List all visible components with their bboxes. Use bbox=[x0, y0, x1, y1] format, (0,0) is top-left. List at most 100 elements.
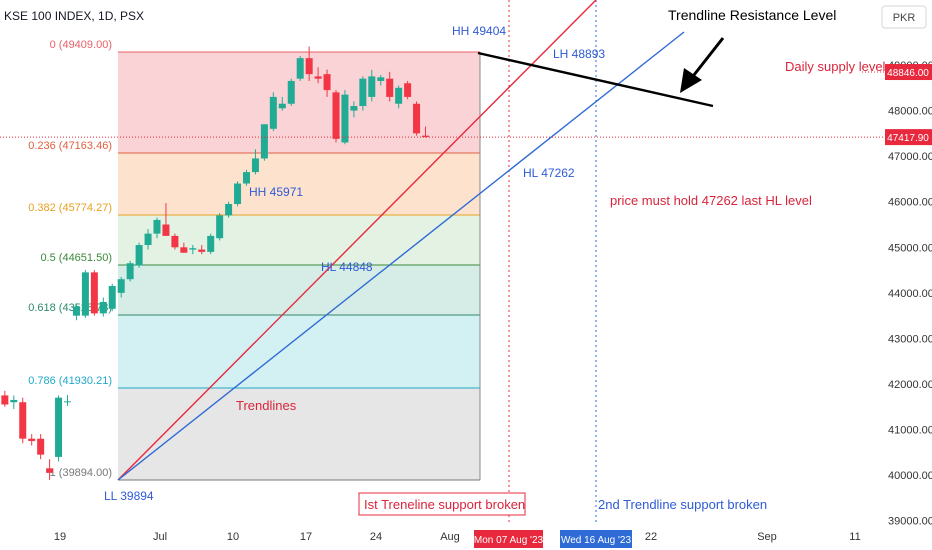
candle-body bbox=[234, 183, 242, 205]
x-tick-label: 11 bbox=[849, 531, 860, 543]
candle-body bbox=[323, 74, 331, 91]
date-marker-lines bbox=[508, 0, 597, 523]
x-tick-label: 24 bbox=[370, 531, 382, 543]
swing-label: HL 44848 bbox=[321, 260, 373, 274]
annotation-trendline-resistance: Trendline Resistance Level bbox=[668, 7, 836, 23]
candle-body bbox=[162, 224, 170, 236]
resistance-trendline[interactable] bbox=[477, 51, 714, 108]
candle-body bbox=[135, 245, 143, 266]
candle-body bbox=[305, 58, 313, 75]
candle-body bbox=[1, 395, 9, 405]
candle-body bbox=[395, 87, 403, 104]
resistance-arrow-head bbox=[680, 68, 702, 93]
price-tag-label: 47417.90 bbox=[887, 133, 929, 144]
price-tag-label: 48846.00 bbox=[887, 68, 929, 79]
candle-body bbox=[180, 247, 188, 253]
x-tick-label: Jul bbox=[153, 531, 167, 543]
candle-body bbox=[341, 94, 349, 143]
swing-label: HH 49404 bbox=[452, 24, 506, 38]
price-tag bbox=[885, 64, 932, 81]
candle-body bbox=[10, 399, 18, 403]
candle-body bbox=[350, 106, 358, 111]
candle-body bbox=[19, 402, 27, 439]
x-tick-label: 10 bbox=[227, 531, 239, 543]
blue-trendline[interactable] bbox=[117, 31, 685, 481]
trendlines[interactable] bbox=[117, 0, 714, 481]
y-tick-label: 48000.00 bbox=[888, 106, 932, 118]
swing-label: LL 39894 bbox=[104, 489, 154, 503]
y-tick-label: 45000.00 bbox=[888, 242, 932, 254]
fib-lines bbox=[118, 51, 481, 481]
x-tick-label: Sep bbox=[757, 531, 777, 543]
fib-label-1: 1 (39894.00) bbox=[50, 467, 112, 479]
candle-body bbox=[422, 135, 429, 138]
axes: 49000.0048000.0047000.0046000.0045000.00… bbox=[54, 60, 932, 548]
candle-body bbox=[126, 263, 134, 280]
candles bbox=[1, 46, 429, 480]
annotation-daily-supply: Daily supply level bbox=[785, 59, 886, 74]
date-marker-tag bbox=[474, 530, 543, 548]
candle-body bbox=[269, 96, 277, 129]
fib-zone-0.618 bbox=[118, 315, 480, 388]
annotation-hold-note: price must hold 47262 last HL level bbox=[610, 193, 812, 208]
candle-body bbox=[260, 124, 268, 159]
y-tick-label: 41000.00 bbox=[888, 425, 932, 437]
y-tick-label: 47000.00 bbox=[888, 151, 932, 163]
candle-body bbox=[243, 172, 250, 184]
first-break-box bbox=[358, 492, 526, 516]
candle-body bbox=[314, 76, 322, 79]
currency-label[interactable]: PKR bbox=[893, 12, 916, 24]
candle-body bbox=[99, 301, 107, 314]
y-tick-label: 43000.00 bbox=[888, 333, 932, 345]
candle-body bbox=[144, 233, 152, 246]
candle-body bbox=[90, 272, 98, 314]
x-tick-label: Aug bbox=[440, 531, 460, 543]
candle-body bbox=[28, 438, 36, 441]
y-tick-label: 42000.00 bbox=[888, 379, 932, 391]
candle-body bbox=[72, 306, 80, 316]
annotation-trendlines: Trendlines bbox=[236, 398, 297, 413]
candle-body bbox=[225, 204, 233, 216]
y-tick-label: 46000.00 bbox=[888, 197, 932, 209]
price-tag bbox=[885, 129, 932, 146]
candle-body bbox=[171, 235, 179, 248]
candle-body bbox=[386, 78, 394, 97]
candle-body bbox=[55, 397, 63, 457]
price-marker-lines bbox=[0, 71, 884, 138]
chart-title: KSE 100 INDEX, 1D, PSX bbox=[4, 9, 144, 23]
date-marker-label: Wed 16 Aug '23 bbox=[561, 535, 632, 546]
annotations: Trendline Resistance Level Daily supply l… bbox=[104, 7, 886, 516]
fib-label-0.5: 0.5 (44651.50) bbox=[40, 252, 112, 264]
annotation-first-break: Ist Treneline support broken bbox=[364, 497, 525, 512]
candle-body bbox=[332, 92, 340, 139]
x-tick-label: 19 bbox=[54, 531, 66, 543]
fib-zone-0.5 bbox=[118, 265, 480, 315]
candle-body bbox=[189, 248, 197, 250]
candle-body bbox=[117, 279, 125, 293]
candle-body bbox=[377, 77, 385, 81]
candle-body bbox=[278, 103, 286, 109]
candle-body bbox=[359, 78, 367, 107]
candle-body bbox=[413, 103, 421, 134]
fib-label-0.786: 0.786 (41930.21) bbox=[28, 375, 112, 387]
candle-body bbox=[81, 272, 89, 316]
candle-body bbox=[296, 58, 304, 79]
y-tick-label: 44000.00 bbox=[888, 288, 932, 300]
currency-box[interactable] bbox=[881, 5, 927, 29]
candle-body bbox=[207, 235, 215, 252]
x-tick-label: 22 bbox=[645, 531, 657, 543]
candle-body bbox=[368, 76, 376, 97]
fib-label-0.382: 0.382 (45774.27) bbox=[28, 202, 112, 214]
candle-body bbox=[46, 468, 54, 473]
fib-label-0.618: 0.618 (43528.73) bbox=[28, 302, 112, 314]
candle-body bbox=[198, 249, 206, 252]
annotation-second-break: 2nd Trendline support broken bbox=[598, 497, 767, 512]
candle-body bbox=[404, 83, 412, 97]
candle-body bbox=[108, 286, 116, 309]
y-tick-label: 40000.00 bbox=[888, 470, 932, 482]
swing-label: HH 45971 bbox=[249, 185, 303, 199]
red-trendline[interactable] bbox=[117, 0, 597, 481]
candle-body bbox=[287, 80, 295, 104]
x-tick-label: 17 bbox=[300, 531, 312, 543]
